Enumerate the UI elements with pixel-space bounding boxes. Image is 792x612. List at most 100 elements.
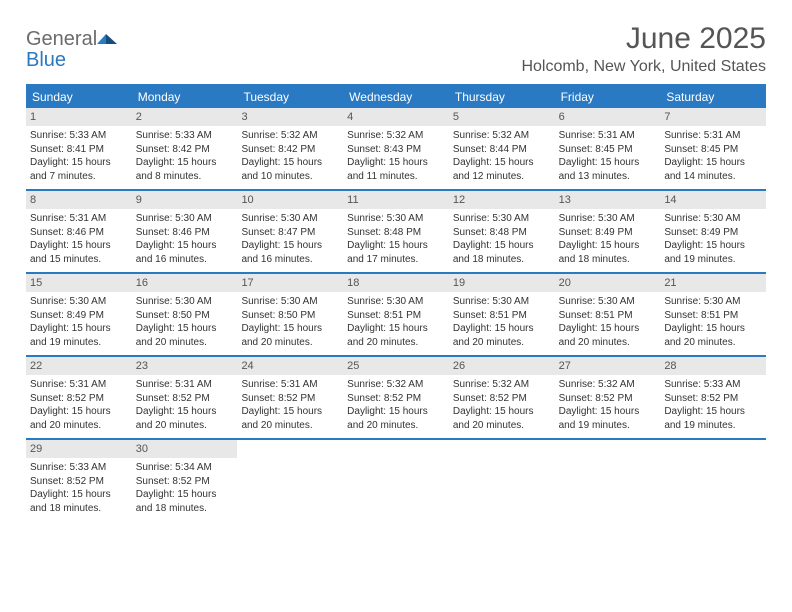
day-cell: 1Sunrise: 5:33 AMSunset: 8:41 PMDaylight… bbox=[26, 108, 132, 189]
day-number: 27 bbox=[555, 357, 661, 375]
dow-wednesday: Wednesday bbox=[343, 86, 449, 108]
day-number: 5 bbox=[449, 108, 555, 126]
day-details: Sunrise: 5:34 AMSunset: 8:52 PMDaylight:… bbox=[134, 461, 236, 515]
day-cell: 5 Sunrise: 5:32 AMSunset: 8:44 PMDaylight… bbox=[449, 108, 555, 189]
day-cell: 13 Sunrise: 5:30 AMSunset: 8:49 PMDayligh… bbox=[555, 191, 661, 272]
day-cell: 18 Sunrise: 5:30 AMSunset: 8:51 PMDayligh… bbox=[343, 274, 449, 355]
day-number: 20 bbox=[555, 274, 661, 292]
day-cell: 14Sunrise: 5:30 AMSunset: 8:49 PMDayligh… bbox=[660, 191, 766, 272]
dow-saturday: Saturday bbox=[660, 86, 766, 108]
week-row: 1Sunrise: 5:33 AMSunset: 8:41 PMDaylight… bbox=[26, 108, 766, 191]
day-number: 9 bbox=[132, 191, 238, 209]
day-cell: . bbox=[343, 440, 449, 521]
day-details: Sunrise: 5:32 AMSunset: 8:44 PMDaylight:… bbox=[451, 129, 553, 183]
day-number: 24 bbox=[237, 357, 343, 375]
day-cell: . bbox=[237, 440, 343, 521]
day-cell: 16Sunrise: 5:30 AMSunset: 8:50 PMDayligh… bbox=[132, 274, 238, 355]
day-cell: 28 Sunrise: 5:33 AMSunset: 8:52 PMDayligh… bbox=[660, 357, 766, 438]
day-cell: 17Sunrise: 5:30 AMSunset: 8:50 PMDayligh… bbox=[237, 274, 343, 355]
week-row: 22Sunrise: 5:31 AMSunset: 8:52 PMDayligh… bbox=[26, 357, 766, 440]
day-details: Sunrise: 5:32 AMSunset: 8:42 PMDaylight:… bbox=[239, 129, 341, 183]
day-cell: 7Sunrise: 5:31 AMSunset: 8:45 PMDaylight… bbox=[660, 108, 766, 189]
day-cell: 2Sunrise: 5:33 AMSunset: 8:42 PMDaylight… bbox=[132, 108, 238, 189]
day-cell: 29Sunrise: 5:33 AMSunset: 8:52 PMDayligh… bbox=[26, 440, 132, 521]
day-number: 17 bbox=[237, 274, 343, 292]
day-cell: 15 Sunrise: 5:30 AMSunset: 8:49 PMDayligh… bbox=[26, 274, 132, 355]
day-number: 25 bbox=[343, 357, 449, 375]
day-details: Sunrise: 5:30 AMSunset: 8:51 PMDaylight:… bbox=[451, 295, 553, 349]
day-details: Sunrise: 5:32 AMSunset: 8:52 PMDaylight:… bbox=[557, 378, 659, 432]
day-number: 26 bbox=[449, 357, 555, 375]
logo-mark-icon bbox=[97, 30, 119, 51]
week-row: 29Sunrise: 5:33 AMSunset: 8:52 PMDayligh… bbox=[26, 440, 766, 521]
day-details: Sunrise: 5:30 AMSunset: 8:46 PMDaylight:… bbox=[134, 212, 236, 266]
header: General Blue June 2025 Holcomb, New York… bbox=[26, 22, 766, 76]
day-cell: 22 Sunrise: 5:31 AMSunset: 8:52 PMDayligh… bbox=[26, 357, 132, 438]
day-details: Sunrise: 5:33 AMSunset: 8:52 PMDaylight:… bbox=[662, 378, 764, 432]
day-details: Sunrise: 5:32 AMSunset: 8:52 PMDaylight:… bbox=[345, 378, 447, 432]
week-row: 15 Sunrise: 5:30 AMSunset: 8:49 PMDayligh… bbox=[26, 274, 766, 357]
title-block: June 2025 Holcomb, New York, United Stat… bbox=[521, 22, 766, 76]
weeks-container: 1Sunrise: 5:33 AMSunset: 8:41 PMDaylight… bbox=[26, 108, 766, 521]
day-number: 8 bbox=[26, 191, 132, 209]
day-cell: 12Sunrise: 5:30 AMSunset: 8:48 PMDayligh… bbox=[449, 191, 555, 272]
month-title: June 2025 bbox=[521, 22, 766, 56]
day-cell: 23Sunrise: 5:31 AMSunset: 8:52 PMDayligh… bbox=[132, 357, 238, 438]
day-details: Sunrise: 5:31 AMSunset: 8:52 PMDaylight:… bbox=[239, 378, 341, 432]
day-details: Sunrise: 5:33 AMSunset: 8:42 PMDaylight:… bbox=[134, 129, 236, 183]
day-number: 19 bbox=[449, 274, 555, 292]
day-details: Sunrise: 5:30 AMSunset: 8:51 PMDaylight:… bbox=[662, 295, 764, 349]
day-of-week-header: Sunday Monday Tuesday Wednesday Thursday… bbox=[26, 86, 766, 108]
day-details: Sunrise: 5:32 AMSunset: 8:52 PMDaylight:… bbox=[451, 378, 553, 432]
day-number: 10 bbox=[237, 191, 343, 209]
dow-tuesday: Tuesday bbox=[237, 86, 343, 108]
day-details: Sunrise: 5:30 AMSunset: 8:50 PMDaylight:… bbox=[134, 295, 236, 349]
day-cell: . bbox=[449, 440, 555, 521]
day-cell: 26 Sunrise: 5:32 AMSunset: 8:52 PMDayligh… bbox=[449, 357, 555, 438]
day-details: Sunrise: 5:30 AMSunset: 8:48 PMDaylight:… bbox=[451, 212, 553, 266]
calendar: Sunday Monday Tuesday Wednesday Thursday… bbox=[26, 84, 766, 521]
day-details: Sunrise: 5:30 AMSunset: 8:49 PMDaylight:… bbox=[28, 295, 130, 349]
day-number: 21 bbox=[660, 274, 766, 292]
logo-text-block: General Blue bbox=[26, 30, 119, 71]
day-cell: 8Sunrise: 5:31 AMSunset: 8:46 PMDaylight… bbox=[26, 191, 132, 272]
day-number: 6 bbox=[555, 108, 661, 126]
dow-sunday: Sunday bbox=[26, 86, 132, 108]
day-number: 4 bbox=[343, 108, 449, 126]
day-number: 15 bbox=[26, 274, 132, 292]
day-cell: . bbox=[555, 440, 661, 521]
logo: General Blue bbox=[26, 22, 119, 71]
day-details: Sunrise: 5:30 AMSunset: 8:47 PMDaylight:… bbox=[239, 212, 341, 266]
day-details: Sunrise: 5:31 AMSunset: 8:52 PMDaylight:… bbox=[28, 378, 130, 432]
day-details: Sunrise: 5:31 AMSunset: 8:52 PMDaylight:… bbox=[134, 378, 236, 432]
day-details: Sunrise: 5:32 AMSunset: 8:43 PMDaylight:… bbox=[345, 129, 447, 183]
day-details: Sunrise: 5:30 AMSunset: 8:51 PMDaylight:… bbox=[557, 295, 659, 349]
day-cell: 4 Sunrise: 5:32 AMSunset: 8:43 PMDaylight… bbox=[343, 108, 449, 189]
day-details: Sunrise: 5:30 AMSunset: 8:51 PMDaylight:… bbox=[345, 295, 447, 349]
day-number: 30 bbox=[132, 440, 238, 458]
logo-word-general: General bbox=[26, 28, 97, 50]
day-cell: 19 Sunrise: 5:30 AMSunset: 8:51 PMDayligh… bbox=[449, 274, 555, 355]
day-cell: 6Sunrise: 5:31 AMSunset: 8:45 PMDaylight… bbox=[555, 108, 661, 189]
day-cell: 24 Sunrise: 5:31 AMSunset: 8:52 PMDayligh… bbox=[237, 357, 343, 438]
day-details: Sunrise: 5:33 AMSunset: 8:41 PMDaylight:… bbox=[28, 129, 130, 183]
location-label: Holcomb, New York, United States bbox=[521, 58, 766, 76]
day-cell: 3 Sunrise: 5:32 AMSunset: 8:42 PMDaylight… bbox=[237, 108, 343, 189]
day-number: 3 bbox=[237, 108, 343, 126]
day-number: 28 bbox=[660, 357, 766, 375]
day-number: 22 bbox=[26, 357, 132, 375]
day-details: Sunrise: 5:30 AMSunset: 8:49 PMDaylight:… bbox=[557, 212, 659, 266]
day-details: Sunrise: 5:33 AMSunset: 8:52 PMDaylight:… bbox=[28, 461, 130, 515]
day-number: 18 bbox=[343, 274, 449, 292]
day-details: Sunrise: 5:30 AMSunset: 8:49 PMDaylight:… bbox=[662, 212, 764, 266]
day-cell: 27 Sunrise: 5:32 AMSunset: 8:52 PMDayligh… bbox=[555, 357, 661, 438]
dow-friday: Friday bbox=[555, 86, 661, 108]
day-cell: . bbox=[660, 440, 766, 521]
day-number: 7 bbox=[660, 108, 766, 126]
dow-monday: Monday bbox=[132, 86, 238, 108]
week-row: 8Sunrise: 5:31 AMSunset: 8:46 PMDaylight… bbox=[26, 191, 766, 274]
day-number: 13 bbox=[555, 191, 661, 209]
day-details: Sunrise: 5:30 AMSunset: 8:48 PMDaylight:… bbox=[345, 212, 447, 266]
day-cell: 10 Sunrise: 5:30 AMSunset: 8:47 PMDayligh… bbox=[237, 191, 343, 272]
day-cell: 20 Sunrise: 5:30 AMSunset: 8:51 PMDayligh… bbox=[555, 274, 661, 355]
